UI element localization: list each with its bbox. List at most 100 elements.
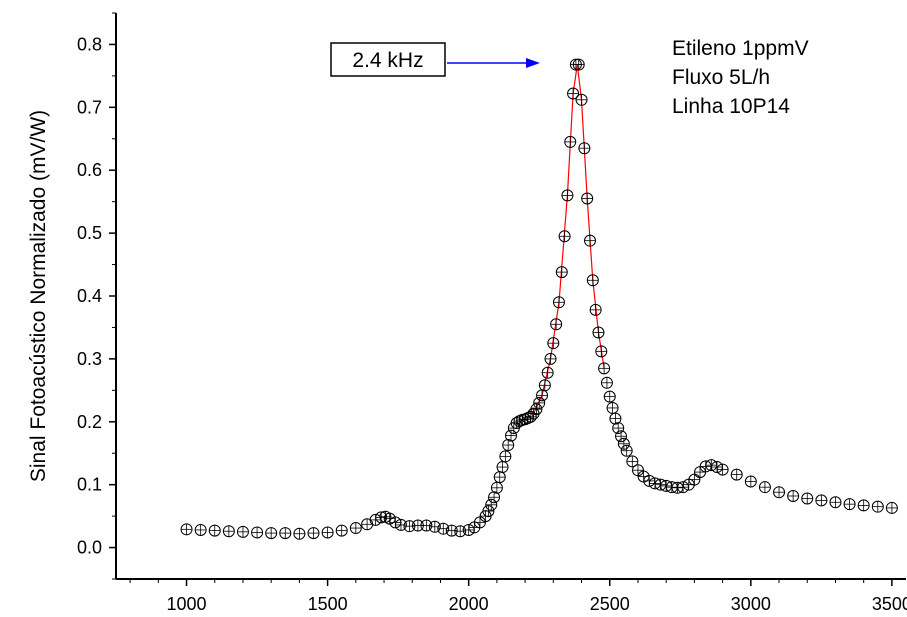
x-tick-label: 1000 (167, 594, 207, 614)
data-point (533, 396, 546, 409)
data-point (584, 234, 596, 247)
data-point (490, 481, 503, 494)
data-point (615, 430, 628, 443)
data-point (617, 437, 630, 450)
data-point (885, 501, 898, 514)
y-tick-label: 0.4 (77, 286, 102, 306)
y-tick-label: 0.2 (77, 412, 102, 432)
data-point (251, 526, 264, 539)
data-point (473, 516, 486, 529)
data-point (279, 527, 292, 540)
data-point (505, 429, 517, 442)
data-point (758, 481, 771, 494)
data-point (454, 525, 467, 538)
data-point (843, 498, 856, 511)
data-point (445, 524, 458, 537)
y-tick-label: 0.1 (77, 475, 102, 495)
data-point (595, 345, 608, 358)
data-point (578, 142, 591, 155)
data-point (499, 450, 512, 463)
data-point (208, 524, 221, 537)
data-point (180, 523, 193, 536)
data-point (586, 274, 599, 287)
y-tick-label: 0.3 (77, 349, 102, 369)
data-point (801, 492, 814, 505)
data-point (716, 463, 729, 476)
y-tick-label: 0.0 (77, 538, 102, 558)
data-point (787, 489, 800, 502)
y-tick-label: 0.5 (77, 223, 102, 243)
data-point (631, 464, 644, 477)
data-point (620, 444, 633, 457)
data-point (598, 362, 611, 375)
data-point (688, 473, 701, 486)
data-point (600, 376, 613, 389)
data-point (773, 486, 786, 499)
fit-line (533, 64, 605, 414)
data-point (829, 496, 842, 509)
info-line-flow: Fluxo 5L/h (672, 66, 770, 89)
data-point (538, 379, 551, 392)
y-axis-title: Sinal Fotoacústico Normalizado (mV/W) (27, 110, 50, 482)
data-point (222, 525, 235, 538)
peak-label: 2.4 kHz (352, 49, 423, 72)
data-point (561, 189, 574, 202)
info-line-gas: Etileno 1ppmV (672, 37, 809, 60)
fit-line-group (533, 64, 605, 414)
data-point (564, 135, 577, 148)
y-tick-label: 0.7 (77, 97, 102, 117)
data-point (493, 471, 506, 484)
data-point (403, 520, 416, 533)
data-point (589, 303, 602, 316)
data-point (361, 518, 374, 531)
peak-annotation: 2.4 kHz (330, 42, 540, 77)
x-tick-label: 3000 (731, 594, 771, 614)
y-tick-label: 0.8 (77, 34, 102, 54)
data-point (871, 500, 884, 513)
x-tick-label: 2500 (590, 594, 630, 614)
data-point (485, 498, 498, 511)
data-point (236, 525, 249, 538)
data-point (572, 58, 585, 71)
data-point (307, 527, 320, 540)
data-point (544, 352, 557, 365)
data-point (744, 475, 757, 488)
data-point (603, 390, 616, 403)
data-point (524, 410, 537, 423)
data-point (488, 491, 501, 504)
data-point (552, 296, 565, 309)
data-point (496, 461, 509, 474)
data-point (530, 403, 543, 416)
data-points (180, 58, 898, 540)
data-point (567, 87, 580, 100)
data-point (547, 337, 560, 350)
peak-arrow-head (526, 58, 540, 68)
data-point (550, 318, 563, 331)
data-point (502, 439, 515, 452)
x-axis-ticks: 1000 1500 2000 2500 3000 3500 (129, 579, 907, 614)
data-point (730, 468, 743, 481)
data-point (321, 526, 334, 539)
data-point (558, 230, 571, 243)
data-point (555, 266, 568, 279)
data-point (293, 527, 306, 540)
data-point (575, 93, 588, 106)
data-point (541, 366, 554, 379)
data-point (437, 522, 450, 535)
data-point (335, 524, 348, 537)
x-tick-label: 1500 (308, 594, 348, 614)
data-point (394, 518, 407, 531)
x-tick-label: 2000 (449, 594, 489, 614)
info-line-laser-line: Linha 10P14 (672, 95, 790, 118)
info-block: Etileno 1ppmV Fluxo 5L/h Linha 10P14 (672, 37, 809, 118)
data-point (626, 455, 639, 468)
data-point (815, 494, 828, 507)
data-point (349, 522, 362, 535)
data-point (606, 401, 619, 414)
y-tick-label: 0.6 (77, 160, 102, 180)
data-point (609, 412, 622, 425)
data-point (265, 527, 278, 540)
data-point (592, 326, 605, 339)
data-point (857, 499, 870, 512)
